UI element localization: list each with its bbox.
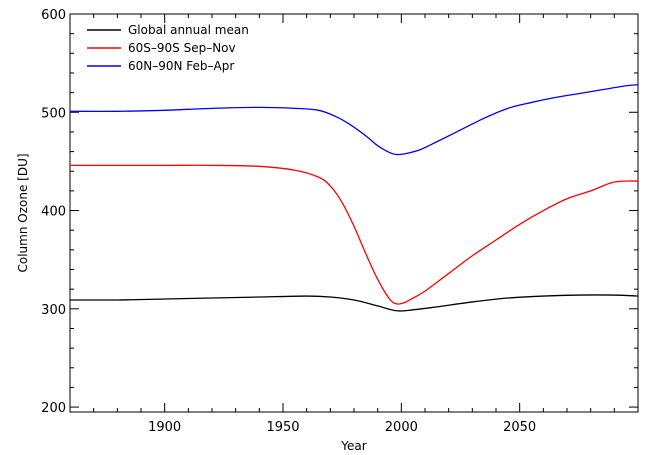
y-tick-label: 200: [41, 401, 66, 416]
y-axis-title: Column Ozone [DU]: [16, 153, 30, 272]
plot-frame: [69, 13, 639, 413]
x-tick-label: 2050: [503, 420, 536, 435]
series-line-1: [70, 164, 639, 305]
axis-ticks: [69, 13, 639, 412]
legend: Global annual mean 60S–90S Sep–Nov 60N–90N…: [87, 23, 249, 73]
x-tick-label: 1900: [148, 420, 181, 435]
x-tick-label: 2000: [385, 420, 418, 435]
x-tick-label: 1950: [266, 420, 299, 435]
y-tick-label: 300: [41, 303, 66, 318]
series-lines: [69, 84, 639, 312]
x-axis-title: Year: [340, 439, 366, 453]
series-line-2: [69, 84, 639, 156]
legend-label-0: Global annual mean: [128, 23, 249, 37]
legend-label-2: 60N–90N Feb–Apr: [128, 59, 234, 73]
y-tick-label: 400: [41, 205, 66, 220]
y-tick-label: 500: [41, 106, 66, 121]
legend-label-1: 60S–90S Sep–Nov: [128, 41, 236, 55]
axis-tick-labels: 1900 1950 2000 2050 200 300 400 500 600: [41, 8, 536, 435]
y-tick-label: 600: [41, 8, 66, 23]
series-line-0: [69, 294, 639, 312]
